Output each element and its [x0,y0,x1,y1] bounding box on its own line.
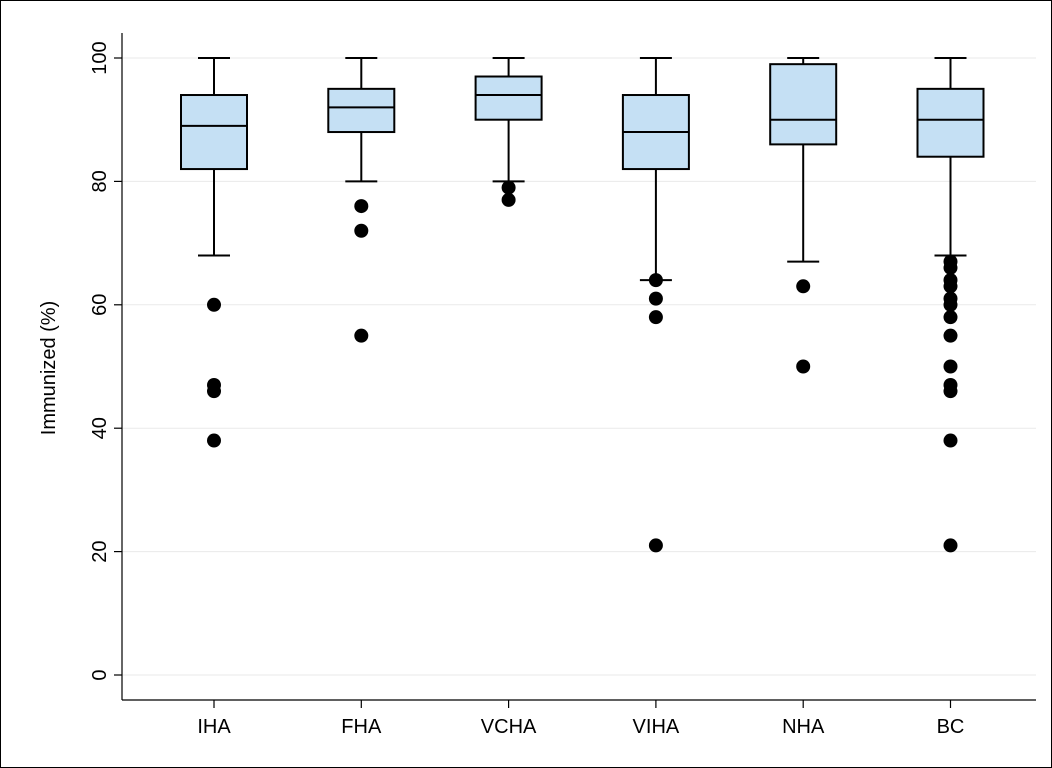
box-nha [769,57,838,374]
outlier-point [648,273,663,288]
outlier-point [796,279,811,294]
box-fha [327,57,396,343]
outlier-point [943,260,958,275]
x-axis: IHA FHA VCHA VIHA NHA BC [122,699,1036,738]
outlier-point [796,359,811,374]
x-tick-label: FHA [341,716,382,738]
outlier-point [207,297,221,312]
outlier-point [943,433,958,448]
outlier-point [501,192,516,207]
y-tick-label: 60 [89,294,111,316]
outlier-point [943,359,958,374]
box-iha [180,57,248,448]
x-tick-label: VCHA [481,716,537,738]
y-tick-label: 40 [89,417,111,439]
y-tick-label: 0 [89,669,111,680]
outlier-point [354,199,369,214]
iqr-box [180,94,248,171]
x-tick-label: VIHA [633,716,680,738]
y-axis: 0 20 40 60 80 100 [89,33,123,700]
outlier-point [648,291,663,306]
outlier-point [943,328,958,343]
x-tick-label: BC [937,716,965,738]
outlier-point [354,328,369,343]
outlier-point [943,538,958,553]
y-tick-label: 80 [89,170,111,192]
iqr-box [327,87,396,134]
boxes [180,57,985,553]
outlier-point [943,310,958,325]
outlier-point [943,297,958,312]
outlier-point [207,384,221,399]
outlier-point [943,279,958,294]
box-vcha [474,57,543,207]
box-bc [916,57,985,553]
x-tick-label: IHA [197,716,231,738]
grid-lines [122,57,1036,676]
box-viha [621,57,690,553]
iqr-box [474,75,543,121]
outlier-point [943,384,958,399]
iqr-box [916,87,985,158]
y-tick-label: 20 [89,540,111,562]
iqr-box [769,63,838,146]
y-tick-label: 100 [89,41,111,74]
x-tick-label: NHA [782,716,825,738]
outlier-point [648,310,663,325]
outlier-point [207,433,221,448]
y-axis-label: Immunized (%) [38,301,60,435]
outlier-point [354,223,369,238]
outlier-point [501,180,516,195]
outlier-point [648,538,663,553]
